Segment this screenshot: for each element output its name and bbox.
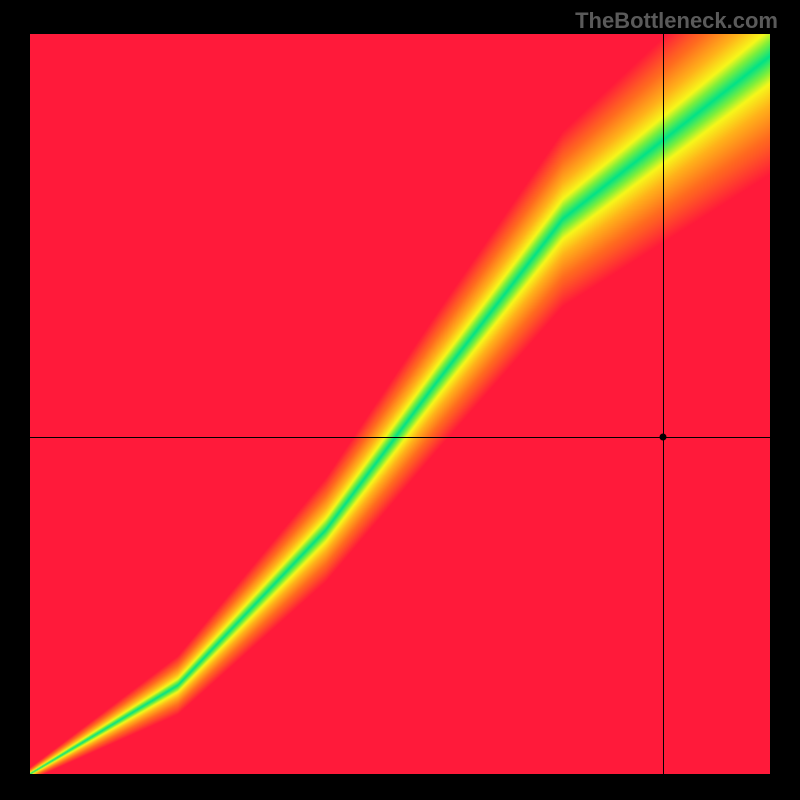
crosshair-marker-dot <box>659 434 666 441</box>
crosshair-vertical <box>663 34 664 774</box>
heatmap-canvas <box>30 34 770 774</box>
heatmap-plot-area <box>30 34 770 774</box>
watermark-text: TheBottleneck.com <box>575 8 778 34</box>
